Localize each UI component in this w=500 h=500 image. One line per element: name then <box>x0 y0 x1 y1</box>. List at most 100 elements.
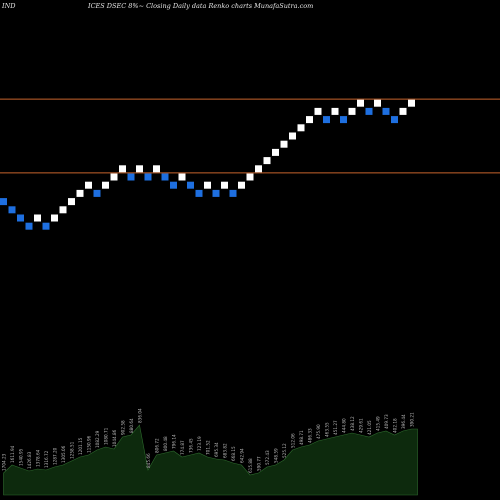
volume-label: 486.33 <box>308 428 313 443</box>
renko-brick-up <box>331 107 339 115</box>
renko-brick-up <box>314 107 322 115</box>
volume-label: 512.06 <box>291 433 296 448</box>
volume-label: 572.43 <box>265 450 270 465</box>
renko-brick-up <box>357 99 364 107</box>
volume-label: 409.73 <box>384 414 389 429</box>
renko-bricks <box>0 99 415 230</box>
volume-label: 498.71 <box>299 430 304 445</box>
volume-label: 695.34 <box>214 442 219 457</box>
renko-brick-down <box>391 116 398 124</box>
renko-brick-up <box>246 173 254 181</box>
renko-brick-up <box>34 214 41 222</box>
volume-label: 701.52 <box>206 440 211 455</box>
renko-brick-up <box>136 165 143 173</box>
renko-brick-up <box>51 214 58 222</box>
renko-brick-down <box>0 198 7 206</box>
volume-label: 402.18 <box>393 418 398 433</box>
renko-brick-up <box>110 173 118 181</box>
renko-brick-up <box>221 181 228 189</box>
renko-brick-down <box>161 173 169 181</box>
volume-label: 525.12 <box>282 443 287 458</box>
volume-label: 1316.72 <box>44 450 49 468</box>
volume-label: 1611.94 <box>10 445 15 463</box>
renko-brick-down <box>170 181 177 189</box>
volume-label: 1201.15 <box>78 437 83 455</box>
renko-brick-up <box>76 189 84 197</box>
volume-label: 723.19 <box>197 436 202 451</box>
volume-label: 806.72 <box>155 438 160 453</box>
renko-brick-up <box>238 181 245 189</box>
renko-brick-down <box>42 222 50 230</box>
volume-label: 736.45 <box>189 438 194 453</box>
volume-label: 1378.64 <box>36 449 41 467</box>
renko-brick-down <box>187 181 194 189</box>
renko-brick-up <box>153 165 160 173</box>
renko-brick-down <box>212 189 220 197</box>
volume-label: 1080.71 <box>104 427 109 445</box>
renko-brick-up <box>204 181 211 189</box>
renko-brick-up <box>178 173 186 181</box>
volume-label: 668.15 <box>231 446 236 461</box>
renko-brick-down <box>195 189 203 197</box>
renko-brick-up <box>255 165 262 173</box>
volume-label: 1540.95 <box>19 448 24 466</box>
volume-label: 1150.96 <box>87 435 92 453</box>
volume-label: 774.87 <box>180 440 185 455</box>
renko-brick-up <box>408 99 415 107</box>
renko-brick-down <box>382 107 390 115</box>
volume-label: 880.64 <box>129 418 134 433</box>
renko-brick-down <box>127 173 135 181</box>
volume-label: 836.04 <box>138 408 143 423</box>
volume-label: 429.61 <box>359 418 364 433</box>
renko-brick-down <box>17 214 24 222</box>
volume-label: 390.21 <box>410 412 415 427</box>
volume-label: 444.80 <box>342 418 347 433</box>
volume-label: 902.58 <box>121 420 126 435</box>
volume-label: 415.49 <box>376 416 381 431</box>
reference-lines <box>0 98 500 174</box>
renko-brick-down <box>25 222 33 230</box>
volume-label: 1305.06 <box>61 445 66 463</box>
renko-brick-up <box>289 132 296 140</box>
renko-brick-up <box>68 198 75 206</box>
volume-label: 396.44 <box>401 414 406 429</box>
volume-label: 463.55 <box>325 422 330 437</box>
renko-brick-up <box>399 107 407 115</box>
renko-brick-up <box>280 140 288 148</box>
volume-label: 438.12 <box>350 416 355 431</box>
volume-label: 1082.29 <box>95 430 100 448</box>
volume-label: 1258.51 <box>70 441 75 459</box>
renko-brick-up <box>85 181 92 189</box>
renko-brick-down <box>8 206 16 214</box>
renko-brick-up <box>263 157 271 165</box>
volume-area <box>3 424 418 496</box>
renko-brick-up <box>297 124 305 132</box>
renko-brick-up <box>348 107 356 115</box>
renko-brick-down <box>340 116 347 124</box>
renko-brick-up <box>119 165 126 173</box>
volume-label: 548.59 <box>274 448 279 463</box>
volume-label: 683.82 <box>223 443 228 458</box>
volume-label: 642.94 <box>240 448 245 463</box>
volume-label: 796.14 <box>172 434 177 449</box>
renko-brick-down <box>144 173 152 181</box>
volume-label: 1704.23 <box>2 453 7 471</box>
volume-label: 421.05 <box>367 420 372 435</box>
chart-subtitle: ICES DSEC 8%~ Closing Daily data Renko c… <box>88 2 314 10</box>
volume-label: 475.90 <box>316 424 321 439</box>
renko-brick-down <box>229 189 237 197</box>
volume-area-shape <box>3 424 418 496</box>
volume-label: 845.66 <box>146 453 151 468</box>
volume-label: 1426.83 <box>27 451 32 469</box>
renko-brick-up <box>102 181 109 189</box>
volume-label: 451.27 <box>333 420 338 435</box>
renko-brick-up <box>59 206 67 214</box>
chart-ticker: IND <box>2 2 16 10</box>
renko-brick-down <box>323 116 330 124</box>
volume-labels: 1704.23 1611.94 1540.95 1426.83 1378.64 1316.… <box>2 408 415 473</box>
renko-brick-up <box>272 148 279 156</box>
volume-label: 1287.20 <box>53 447 58 465</box>
renko-brick-up <box>374 99 381 107</box>
renko-brick-up <box>306 116 313 124</box>
